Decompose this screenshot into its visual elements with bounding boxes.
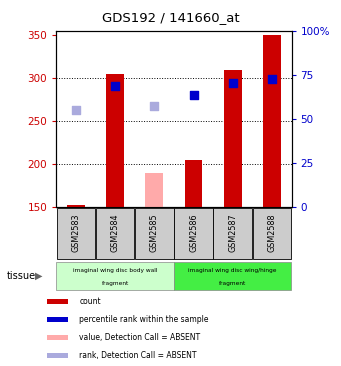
Bar	[47, 335, 68, 340]
Text: tissue: tissue	[7, 271, 36, 281]
Bar	[135, 208, 174, 259]
Point	[73, 107, 78, 113]
Text: imaginal wing disc body wall: imaginal wing disc body wall	[73, 268, 157, 273]
Text: GSM2583: GSM2583	[71, 213, 80, 251]
Point	[230, 79, 235, 85]
Text: ▶: ▶	[35, 271, 43, 281]
Text: count: count	[79, 297, 101, 306]
Text: value, Detection Call = ABSENT: value, Detection Call = ABSENT	[79, 333, 201, 342]
Bar	[253, 208, 291, 259]
Text: rank, Detection Call = ABSENT: rank, Detection Call = ABSENT	[79, 351, 197, 360]
Bar	[47, 299, 68, 304]
Bar	[174, 261, 291, 290]
Bar	[47, 353, 68, 358]
Text: imaginal wing disc wing/hinge: imaginal wing disc wing/hinge	[189, 268, 277, 273]
Bar	[146, 172, 163, 207]
Point	[269, 76, 275, 82]
Bar	[57, 261, 174, 290]
Text: fragment: fragment	[219, 281, 246, 286]
Text: fragment: fragment	[102, 281, 129, 286]
Bar	[96, 208, 134, 259]
Bar	[47, 317, 68, 322]
Bar	[185, 160, 202, 207]
Point	[151, 103, 157, 109]
Text: GSM2588: GSM2588	[267, 213, 277, 251]
Text: GSM2584: GSM2584	[110, 213, 120, 251]
Text: GSM2586: GSM2586	[189, 213, 198, 251]
Bar	[57, 208, 95, 259]
Bar	[224, 70, 241, 207]
Bar	[213, 208, 252, 259]
Bar	[106, 74, 124, 207]
Text: GSM2585: GSM2585	[150, 213, 159, 251]
Point	[113, 83, 118, 89]
Bar	[263, 36, 281, 207]
Text: percentile rank within the sample: percentile rank within the sample	[79, 315, 209, 324]
Text: GSM2587: GSM2587	[228, 213, 237, 251]
Text: GDS192 / 141660_at: GDS192 / 141660_at	[102, 11, 239, 24]
Bar	[174, 208, 213, 259]
Point	[191, 92, 196, 97]
Bar	[67, 205, 85, 207]
